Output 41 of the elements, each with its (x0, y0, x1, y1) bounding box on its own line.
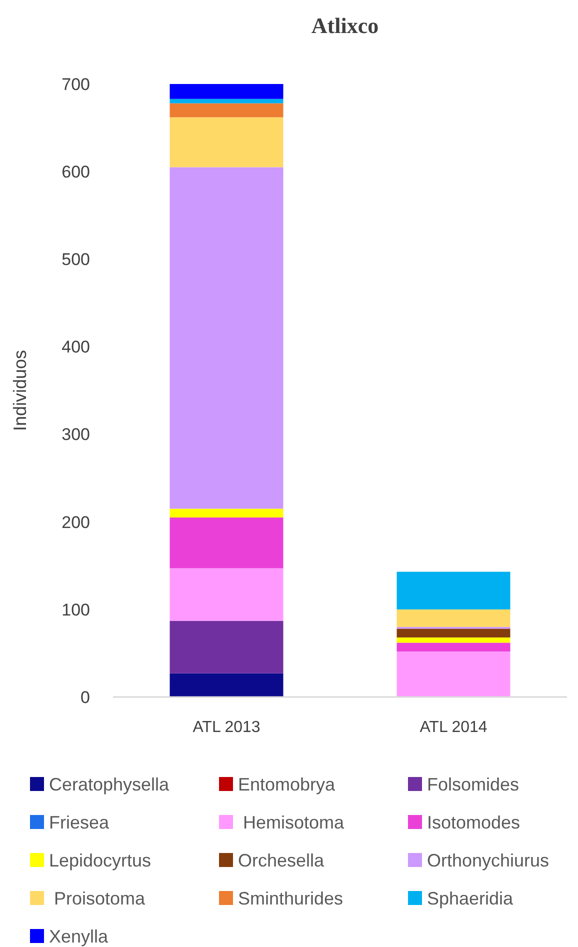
bar (170, 620, 284, 674)
bar (170, 84, 284, 99)
bar (170, 167, 284, 509)
bar (170, 117, 284, 168)
bar (170, 568, 284, 621)
bar (170, 508, 284, 518)
bar (396, 572, 510, 610)
y-tick-label: 500 (62, 250, 90, 270)
bar (170, 517, 284, 568)
legend-label: Xenylla (49, 926, 110, 946)
legend-label: Sphaeridia (427, 888, 514, 908)
legend-label: Hemisotoma (238, 812, 346, 832)
legend-label: Isotomodes (427, 812, 520, 832)
bar (396, 628, 510, 638)
y-tick-label: 700 (62, 74, 90, 94)
bar (170, 673, 284, 697)
legend-label: Lepidocyrtus (49, 850, 152, 870)
bar (396, 651, 510, 697)
bar (396, 609, 510, 627)
y-tick-label: 600 (62, 162, 90, 182)
legend-label: Orthonychiurus (427, 850, 550, 870)
y-tick-label: 200 (62, 512, 90, 532)
bar (396, 642, 510, 652)
legend-label: Entomobrya (238, 774, 336, 794)
legend-label: Ceratophysella (49, 774, 170, 794)
legend-label: Folsomides (427, 774, 520, 794)
legend-label: Sminthurides (238, 888, 344, 908)
legend-label: Proisotoma (49, 888, 146, 908)
y-tick-label: 100 (62, 600, 90, 620)
bar (396, 637, 510, 643)
y-tick-label: 400 (62, 338, 90, 357)
bar (170, 98, 284, 104)
x-tick-label: ATL 2014 (420, 719, 488, 736)
y-tick-label: 300 (62, 425, 90, 444)
bar (170, 103, 284, 118)
x-tick-label: ATL 2013 (192, 719, 260, 736)
legend-label: Friesea (49, 812, 110, 832)
y-axis-title: Individuos (10, 350, 30, 432)
chart-title: Atlixco (311, 13, 379, 38)
legend-label: Orchesella (238, 850, 326, 870)
y-tick-label: 0 (80, 688, 90, 707)
